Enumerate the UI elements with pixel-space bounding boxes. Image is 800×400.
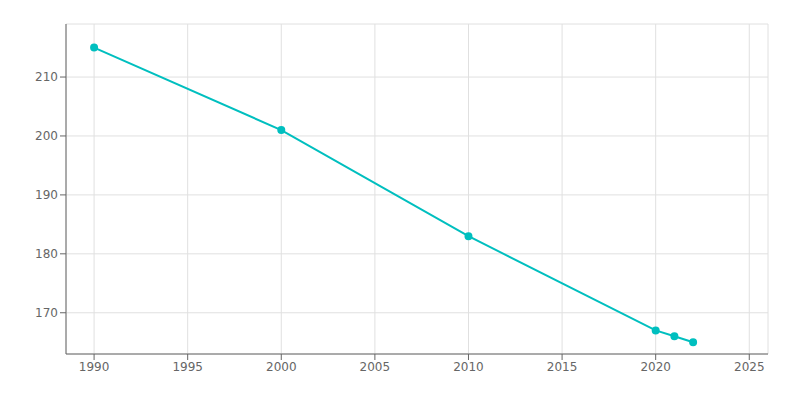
svg-text:170: 170: [35, 306, 58, 320]
svg-text:2015: 2015: [547, 360, 578, 374]
svg-text:2010: 2010: [453, 360, 484, 374]
svg-text:2005: 2005: [360, 360, 391, 374]
svg-text:1990: 1990: [79, 360, 110, 374]
svg-text:2000: 2000: [266, 360, 297, 374]
svg-text:190: 190: [35, 188, 58, 202]
svg-text:2020: 2020: [640, 360, 671, 374]
svg-text:180: 180: [35, 247, 58, 261]
svg-text:200: 200: [35, 129, 58, 143]
svg-text:1995: 1995: [172, 360, 203, 374]
svg-text:2025: 2025: [734, 360, 765, 374]
svg-text:210: 210: [35, 70, 58, 84]
